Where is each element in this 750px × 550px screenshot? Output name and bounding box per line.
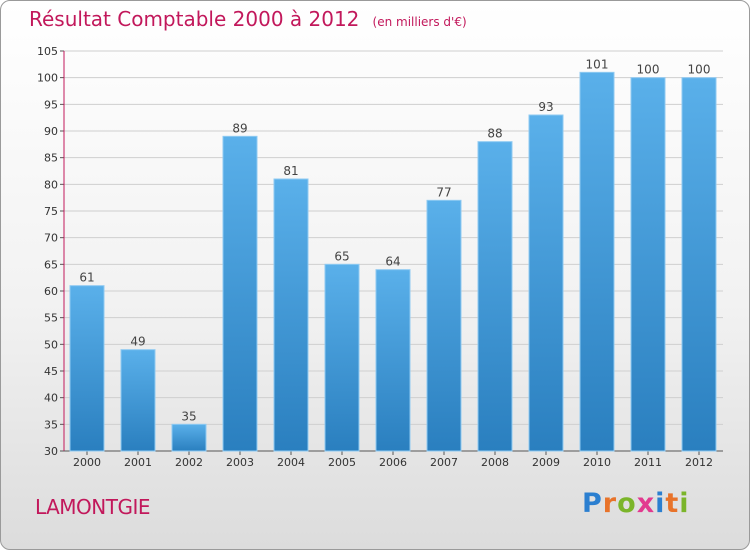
- logo-letter: r: [602, 488, 618, 519]
- data-label-2010: 101: [586, 57, 609, 71]
- bar-2001[interactable]: [120, 349, 156, 452]
- data-label-2012: 100: [688, 63, 711, 77]
- data-label-2007: 77: [436, 185, 451, 199]
- y-tick-label: 105: [37, 45, 58, 58]
- y-tick-label: 50: [44, 338, 58, 351]
- title-row: Résultat Comptable 2000 à 2012 (en milli…: [29, 7, 467, 31]
- data-label-2004: 81: [283, 164, 298, 178]
- y-tick-label: 100: [37, 72, 58, 85]
- y-tick-label: 75: [44, 205, 58, 218]
- y-tick-label: 80: [44, 178, 58, 191]
- data-label-2001: 49: [130, 335, 145, 349]
- bar-2002[interactable]: [171, 423, 207, 452]
- logo-letter: i: [655, 488, 666, 519]
- y-tick-label: 85: [44, 152, 58, 165]
- x-tick-label-2005: 2005: [328, 456, 356, 469]
- proxiti-logo[interactable]: Proxiti: [582, 488, 690, 519]
- data-label-2000: 61: [79, 271, 94, 285]
- x-tick-label-2009: 2009: [532, 456, 560, 469]
- x-tick-label-2004: 2004: [277, 456, 305, 469]
- y-tick-label: 95: [44, 98, 58, 111]
- x-tick-label-2001: 2001: [124, 456, 152, 469]
- x-tick-label-2002: 2002: [175, 456, 203, 469]
- bar-2003[interactable]: [222, 135, 258, 452]
- bar-2009[interactable]: [528, 114, 564, 452]
- y-tick-label: 65: [44, 258, 58, 271]
- x-tick-label-2006: 2006: [379, 456, 407, 469]
- logo-letter: P: [582, 488, 603, 519]
- bars: [69, 71, 717, 452]
- bar-2007[interactable]: [426, 199, 462, 452]
- chart-unit: (en milliers d'€): [372, 15, 467, 29]
- x-tick-label-2007: 2007: [430, 456, 458, 469]
- bar-2010[interactable]: [579, 71, 615, 452]
- y-tick-label: 55: [44, 312, 58, 325]
- data-label-2008: 88: [487, 127, 502, 141]
- logo-letter: t: [665, 488, 680, 519]
- bar-2004[interactable]: [273, 178, 309, 452]
- bar-2000[interactable]: [69, 285, 105, 452]
- x-tick-label-2008: 2008: [481, 456, 509, 469]
- x-tick-label-2011: 2011: [634, 456, 662, 469]
- data-label-2011: 100: [637, 63, 660, 77]
- y-tick-label: 45: [44, 365, 58, 378]
- data-label-2005: 65: [334, 249, 349, 263]
- y-tick-label: 70: [44, 232, 58, 245]
- logo-letter: i: [679, 488, 690, 519]
- bar-2011[interactable]: [630, 77, 666, 452]
- bar-2005[interactable]: [324, 263, 360, 452]
- y-tick-label: 35: [44, 418, 58, 431]
- data-label-2009: 93: [538, 100, 553, 114]
- y-tick-label: 40: [44, 392, 58, 405]
- x-tick-label-2010: 2010: [583, 456, 611, 469]
- y-tick-label: 30: [44, 445, 58, 458]
- y-tick-label: 90: [44, 125, 58, 138]
- data-label-2006: 64: [385, 255, 400, 269]
- bar-2006[interactable]: [375, 269, 411, 452]
- logo-letter: x: [636, 488, 656, 519]
- data-labels: 61 49 35 89 81 65 64 77 88 93 101 100 100: [79, 57, 710, 423]
- chart-title: Résultat Comptable 2000 à 2012: [29, 7, 360, 31]
- bar-2008[interactable]: [477, 141, 513, 452]
- commune-name: LAMONTGIE: [35, 495, 151, 519]
- x-tick-label-2003: 2003: [226, 456, 254, 469]
- data-label-2002: 35: [181, 409, 196, 423]
- data-label-2003: 89: [232, 121, 247, 135]
- y-tick-label: 60: [44, 285, 58, 298]
- logo-letter: o: [617, 488, 637, 519]
- bar-2012[interactable]: [681, 77, 717, 452]
- x-tick-label-2012: 2012: [685, 456, 713, 469]
- x-tick-label-2000: 2000: [73, 456, 101, 469]
